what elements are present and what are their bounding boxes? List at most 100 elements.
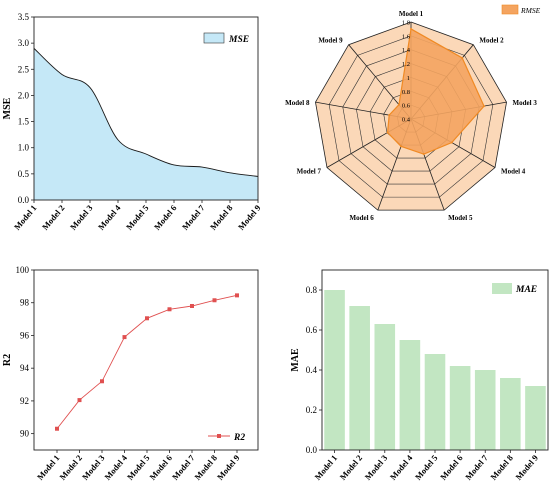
- mse-y-tick-label: 0.0: [18, 195, 30, 205]
- rmse-radar-grid-ring: [328, 35, 494, 198]
- mse-series-line: [33, 48, 259, 177]
- r2-x-tick-label: Model 2: [57, 453, 84, 482]
- rmse-data-point: [397, 103, 400, 106]
- rmse-data-point: [386, 131, 389, 134]
- r2-data-point: [212, 298, 217, 303]
- rmse-category-label: Model 8: [285, 99, 310, 107]
- r2-legend: R2: [208, 433, 245, 443]
- mae-bar: [424, 354, 446, 450]
- mae-x-tick-label: Model 9: [513, 453, 540, 482]
- rmse-radial-tick-label: 0.4: [402, 117, 411, 124]
- mae-y-tick-label: 0.6: [306, 325, 318, 335]
- mae-bar: [500, 378, 521, 450]
- rmse-radial-tick-label: 1.8: [402, 20, 410, 27]
- mae-bar: [449, 366, 471, 450]
- rmse-data-point: [450, 141, 453, 144]
- mae-legend-label: MAE: [515, 285, 537, 295]
- rmse-category-label: Model 2: [479, 37, 504, 45]
- mse-legend-label: MSE: [228, 35, 249, 45]
- r2-y-axis-label: R2: [2, 354, 13, 366]
- r2-y-axis: 90 92 94 96 98 100 R2: [2, 265, 34, 439]
- mae-bar: [349, 306, 370, 450]
- r2-y-tick-label: 98: [20, 298, 30, 308]
- r2-x-tick-label: Model 1: [35, 453, 62, 482]
- rmse-radial-tick-label: 1: [407, 75, 410, 82]
- mse-y-axis: 0.0 0.5 1.0 1.5 2.0 2.5 3.0 3.5 MSE: [2, 12, 34, 205]
- mae-y-tick-label: 0.8: [306, 285, 318, 295]
- rmse-data-point: [461, 56, 464, 59]
- r2-data-point: [55, 426, 59, 431]
- mae-bar: [474, 370, 496, 450]
- mse-x-tick-label: Model 5: [124, 203, 151, 232]
- r2-data-point: [235, 293, 239, 298]
- mse-x-tick-label: Model 4: [96, 202, 123, 232]
- r2-data-point: [122, 335, 127, 340]
- rmse-legend: RMSE: [501, 4, 541, 15]
- rmse-category-label: Model 4: [501, 168, 526, 176]
- mse-y-tick-label: 2.5: [18, 64, 30, 74]
- r2-data-point: [77, 398, 82, 403]
- mae-bar: [324, 290, 345, 450]
- mae-y-axis: 0.0 0.2 0.4 0.6 0.8 MAE: [290, 285, 322, 455]
- mse-y-axis-label: MSE: [2, 97, 13, 119]
- rmse-category-label: Model 5: [448, 214, 473, 222]
- rmse-data-point: [400, 145, 403, 148]
- mae-y-tick-label: 0.0: [306, 445, 318, 455]
- mae-x-tick-label: Model 1: [312, 453, 339, 482]
- r2-x-tick-label: Model 9: [215, 453, 242, 482]
- mse-x-tick-label: Model 3: [68, 203, 95, 232]
- r2-x-tick-label: Model 5: [125, 453, 152, 482]
- mse-legend-swatch: [203, 32, 225, 44]
- mse-y-tick-label: 0.5: [18, 169, 30, 179]
- mse-legend: MSE: [203, 32, 249, 45]
- mae-y-tick-label: 0.2: [306, 405, 317, 415]
- mae-bar: [374, 324, 396, 450]
- rmse-data-point: [483, 105, 486, 108]
- mse-y-tick-label: 1.0: [18, 143, 30, 153]
- r2-x-tick-label: Model 4: [102, 452, 129, 482]
- r2-x-tick-label: Model 6: [147, 453, 174, 482]
- r2-series-line: [56, 294, 238, 430]
- mse-y-tick-label: 3.5: [18, 12, 30, 22]
- r2-y-tick-label: 94: [20, 363, 30, 373]
- mse-x-tick-label: Model 8: [208, 203, 235, 232]
- mae-bar: [525, 386, 546, 450]
- mae-x-tick-label: Model 8: [488, 453, 515, 482]
- r2-legend-marker: [217, 434, 221, 438]
- r2-data-point: [145, 316, 149, 321]
- mae-y-axis-label: MAE: [290, 348, 301, 372]
- rmse-radial-tick-label: 1.4: [402, 47, 411, 54]
- rmse-data-point: [410, 27, 412, 30]
- mse-y-tick-label: 3.0: [18, 38, 30, 48]
- mae-x-tick-label: Model 4: [388, 452, 415, 482]
- rmse-series-polygon: [386, 27, 485, 155]
- mse-y-tick-label: 1.5: [18, 117, 30, 127]
- rmse-radar: 0.4 0.6 0.8 1 1.2 1.4 1.6 1.8 Model 1 Model 2 Mode…: [285, 10, 537, 222]
- rmse-radial-tick-label: 1.6: [402, 33, 411, 40]
- mae-x-tick-label: Model 7: [463, 452, 490, 482]
- mae-legend-swatch: [492, 283, 512, 294]
- mae-legend: MAE: [492, 283, 537, 295]
- mae-x-tick-label: Model 5: [413, 453, 440, 482]
- r2-legend-label: R2: [233, 433, 245, 443]
- mse-x-axis: Model 1 Model 2 Model 3 Model 4 Model 5 Model…: [12, 200, 263, 232]
- rmse-category-label: Model 3: [513, 99, 538, 107]
- mae-x-tick-label: Model 2: [338, 453, 365, 482]
- mse-x-tick-label: Model 1: [12, 203, 39, 232]
- rmse-radial-tick-label: 1.2: [402, 61, 410, 68]
- mse-x-tick-label: Model 6: [152, 203, 179, 232]
- r2-x-tick-label: Model 7: [170, 452, 197, 482]
- r2-x-tick-label: Model 3: [80, 453, 107, 482]
- rmse-data-point: [388, 114, 391, 117]
- r2-y-tick-label: 100: [16, 265, 30, 275]
- mse-y-tick-label: 2.0: [18, 90, 30, 100]
- rmse-legend-swatch: [501, 4, 519, 15]
- rmse-radial-tick-label: 0.8: [402, 89, 410, 96]
- mse-x-tick-label: Model 7: [180, 202, 207, 232]
- r2-data-point: [100, 379, 104, 384]
- rmse-radial-tick-label: 0.6: [402, 103, 411, 110]
- rmse-category-label: Model 9: [318, 37, 343, 45]
